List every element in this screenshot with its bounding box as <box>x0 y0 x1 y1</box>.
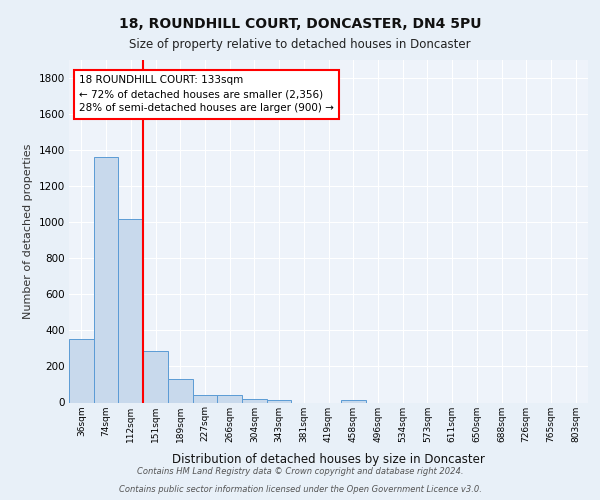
Bar <box>242 398 267 402</box>
Text: Size of property relative to detached houses in Doncaster: Size of property relative to detached ho… <box>129 38 471 51</box>
Bar <box>168 379 193 402</box>
Text: Contains public sector information licensed under the Open Government Licence v3: Contains public sector information licen… <box>119 485 481 494</box>
Bar <box>143 351 168 403</box>
Text: 18 ROUNDHILL COURT: 133sqm
← 72% of detached houses are smaller (2,356)
28% of s: 18 ROUNDHILL COURT: 133sqm ← 72% of deta… <box>79 76 334 114</box>
Text: 18, ROUNDHILL COURT, DONCASTER, DN4 5PU: 18, ROUNDHILL COURT, DONCASTER, DN4 5PU <box>119 18 481 32</box>
Y-axis label: Number of detached properties: Number of detached properties <box>23 144 33 319</box>
Bar <box>69 340 94 402</box>
Text: Contains HM Land Registry data © Crown copyright and database right 2024.: Contains HM Land Registry data © Crown c… <box>137 467 463 476</box>
Bar <box>193 395 217 402</box>
Bar <box>94 158 118 402</box>
Bar <box>217 395 242 402</box>
Bar <box>118 218 143 402</box>
Bar <box>267 400 292 402</box>
X-axis label: Distribution of detached houses by size in Doncaster: Distribution of detached houses by size … <box>172 453 485 466</box>
Bar <box>341 400 365 402</box>
